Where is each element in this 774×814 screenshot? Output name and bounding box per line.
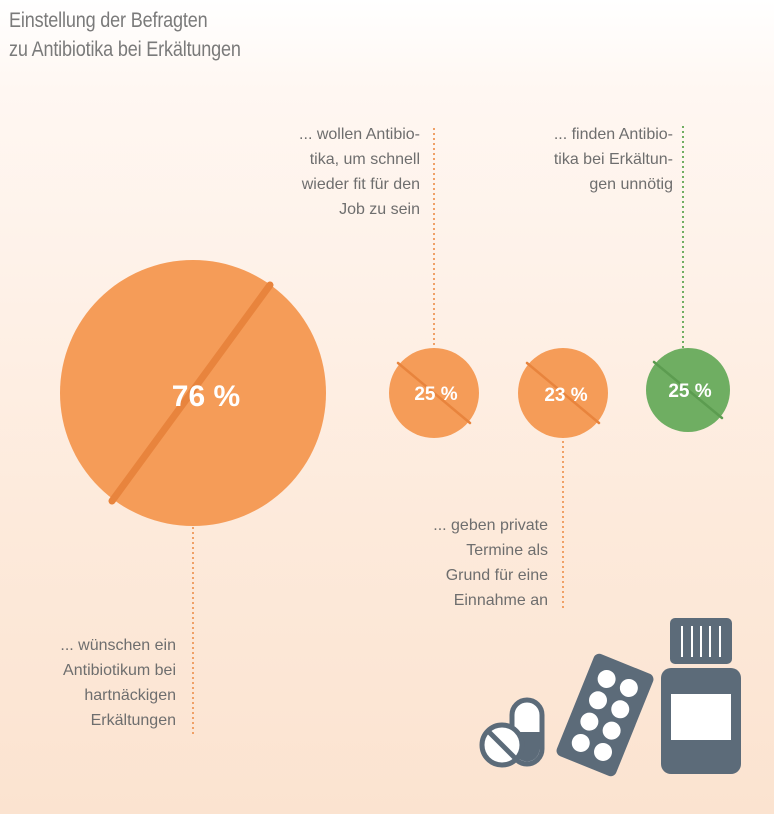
pill-76-value: 76 %: [172, 380, 240, 413]
label-25-unnoetig: ... finden Antibio- tika bei Erkältun- g…: [554, 122, 673, 197]
pill-25-unnoetig: 25 %: [646, 348, 730, 432]
label-23-line-1: ... geben private: [433, 517, 548, 534]
chart-title: Einstellung der Befragten zu Antibiotika…: [9, 6, 319, 64]
pill-25-job: 25 %: [389, 348, 479, 438]
pill-76: 76 %: [60, 260, 326, 526]
label-76: ... wünschen ein Antibiotikum bei hartnä…: [60, 633, 176, 733]
label-76-line-2: Antibiotikum bei: [63, 662, 176, 679]
label-23-line-2: Termine als: [466, 542, 548, 559]
label-76-line-4: Erkältungen: [90, 712, 176, 729]
pill-25-job-value: 25 %: [414, 384, 457, 405]
label-25-job-line-2: tika, um schnell: [309, 151, 420, 168]
pill-23: 23 %: [518, 348, 608, 438]
label-23-line-4: Einnahme an: [453, 592, 548, 609]
label-23-line-3: Grund für eine: [445, 567, 548, 584]
medicine-bottle-icon: [661, 618, 741, 774]
pill-25-job-score-line: [396, 361, 472, 425]
pill-23-value: 23 %: [544, 385, 587, 406]
pill-25-unnoetig-value: 25 %: [668, 381, 711, 402]
chart-title-line-2: zu Antibiotika bei Erkältungen: [9, 38, 241, 61]
label-23: ... geben private Termine als Grund für …: [433, 513, 548, 613]
label-25-unnoetig-line-2: tika bei Erkältun-: [553, 151, 673, 168]
label-25-job-line-4: Job zu sein: [339, 201, 420, 218]
label-25-unnoetig-line-1: ... finden Antibio-: [553, 126, 673, 143]
label-76-line-1: ... wünschen ein: [60, 637, 176, 654]
label-25-unnoetig-line-3: gen unnötig: [589, 176, 673, 193]
blister-pack-icon: [556, 653, 654, 777]
pill-25-unnoetig-score-line: [652, 360, 724, 420]
pill-23-score-line: [525, 361, 601, 425]
pill-76-score-line: [108, 281, 274, 505]
capsule-icon: [479, 697, 545, 768]
chart-title-line-1: Einstellung der Befragten: [9, 9, 208, 32]
label-25-job: ... wollen Antibio- tika, um schnell wie…: [299, 122, 420, 222]
label-25-job-line-3: wieder fit für den: [301, 176, 420, 193]
label-76-line-3: hartnäckigen: [84, 687, 176, 704]
label-25-job-line-1: ... wollen Antibio-: [299, 126, 420, 143]
